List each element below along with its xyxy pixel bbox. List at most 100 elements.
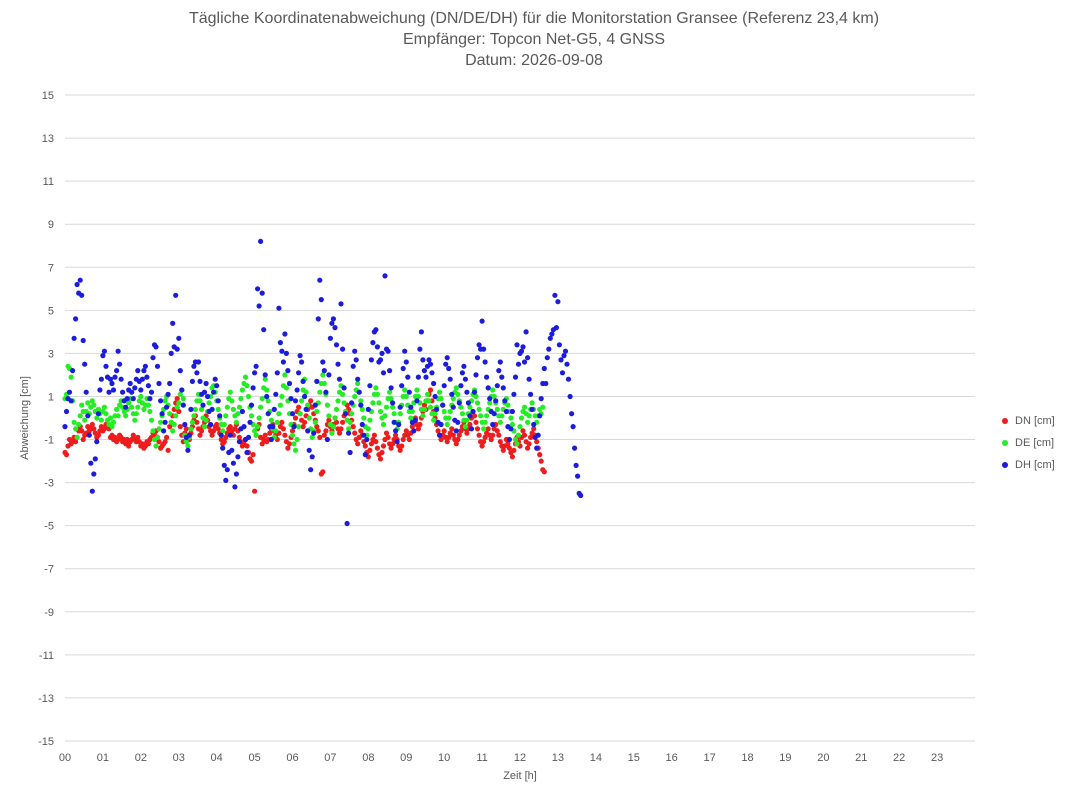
data-point xyxy=(355,380,361,387)
data-point xyxy=(368,441,374,447)
data-point xyxy=(82,361,88,367)
data-point xyxy=(458,428,464,434)
data-point xyxy=(176,335,182,341)
data-point xyxy=(76,421,82,428)
data-point xyxy=(236,404,242,410)
data-point xyxy=(362,443,368,449)
data-point xyxy=(205,393,211,400)
data-point xyxy=(380,370,387,376)
data-point xyxy=(432,411,438,417)
data-point xyxy=(479,443,485,449)
data-point xyxy=(291,424,297,430)
data-point xyxy=(511,391,517,397)
data-point xyxy=(515,361,522,367)
data-point xyxy=(183,439,189,445)
data-point xyxy=(95,411,101,417)
data-point xyxy=(283,350,289,356)
data-point xyxy=(373,439,379,445)
data-point xyxy=(288,396,294,402)
data-point xyxy=(214,383,220,389)
data-point xyxy=(438,436,444,443)
data-point xyxy=(285,368,291,374)
data-point xyxy=(91,471,97,477)
chart-subtitle-date: Datum: 2026-09-08 xyxy=(465,52,603,69)
data-point xyxy=(148,417,155,423)
data-point xyxy=(505,441,511,447)
data-point xyxy=(355,441,361,447)
data-point xyxy=(250,385,256,391)
y-tick-label: 15 xyxy=(42,90,54,102)
data-point xyxy=(525,445,531,451)
data-point xyxy=(362,452,368,458)
data-point xyxy=(406,389,412,395)
data-point xyxy=(68,398,74,404)
data-point xyxy=(297,353,303,359)
data-point xyxy=(525,355,531,361)
data-point xyxy=(110,419,117,425)
data-point xyxy=(349,411,355,417)
data-point xyxy=(97,387,103,393)
data-point xyxy=(252,488,258,494)
data-point xyxy=(279,393,285,400)
x-tick-label: 09 xyxy=(400,752,412,764)
data-point xyxy=(526,376,532,382)
data-point xyxy=(321,380,327,387)
data-point xyxy=(315,428,321,434)
data-point xyxy=(535,432,541,438)
data-point xyxy=(109,424,115,430)
data-point xyxy=(320,359,326,365)
data-point xyxy=(177,391,183,397)
data-point xyxy=(453,428,459,434)
data-point xyxy=(314,408,320,415)
data-point xyxy=(297,411,303,417)
y-tick-label: 13 xyxy=(42,133,54,145)
data-point xyxy=(573,462,579,468)
data-point xyxy=(540,404,546,410)
legend-item: DE [cm] xyxy=(1002,432,1055,454)
data-point xyxy=(383,404,390,410)
data-point xyxy=(518,348,525,354)
y-tick-label: 1 xyxy=(48,391,54,403)
data-point xyxy=(330,424,336,430)
data-point xyxy=(449,426,455,432)
data-point xyxy=(421,368,427,374)
data-point xyxy=(141,368,147,374)
data-point xyxy=(147,408,153,415)
data-point xyxy=(332,415,338,421)
data-point xyxy=(564,361,570,367)
data-point xyxy=(514,441,520,447)
data-point xyxy=(299,359,305,365)
data-point xyxy=(423,374,429,380)
data-point xyxy=(208,421,214,428)
data-point xyxy=(145,383,151,389)
data-point xyxy=(471,389,478,395)
data-point xyxy=(235,411,241,417)
data-point xyxy=(327,335,333,341)
data-point xyxy=(336,376,343,382)
data-point xyxy=(403,393,409,400)
data-point xyxy=(130,432,136,438)
data-point xyxy=(265,398,271,404)
data-point xyxy=(379,449,385,456)
data-point xyxy=(133,411,139,417)
data-point xyxy=(66,389,73,395)
data-point xyxy=(282,331,288,337)
data-point xyxy=(165,391,171,397)
x-tick-label: 03 xyxy=(173,752,185,764)
data-point xyxy=(135,368,141,374)
data-point xyxy=(370,400,376,406)
data-point xyxy=(261,327,267,333)
data-point xyxy=(221,421,227,428)
data-point xyxy=(120,389,126,395)
data-point xyxy=(526,413,532,419)
x-tick-label: 12 xyxy=(514,752,526,764)
data-point xyxy=(482,434,488,440)
data-point xyxy=(490,421,496,428)
data-point xyxy=(484,413,490,419)
data-point xyxy=(227,424,233,430)
data-point xyxy=(443,361,449,367)
data-point xyxy=(376,400,382,406)
data-point xyxy=(229,447,235,453)
x-tick-label: 20 xyxy=(817,752,829,764)
y-tick-label: 3 xyxy=(48,348,54,360)
